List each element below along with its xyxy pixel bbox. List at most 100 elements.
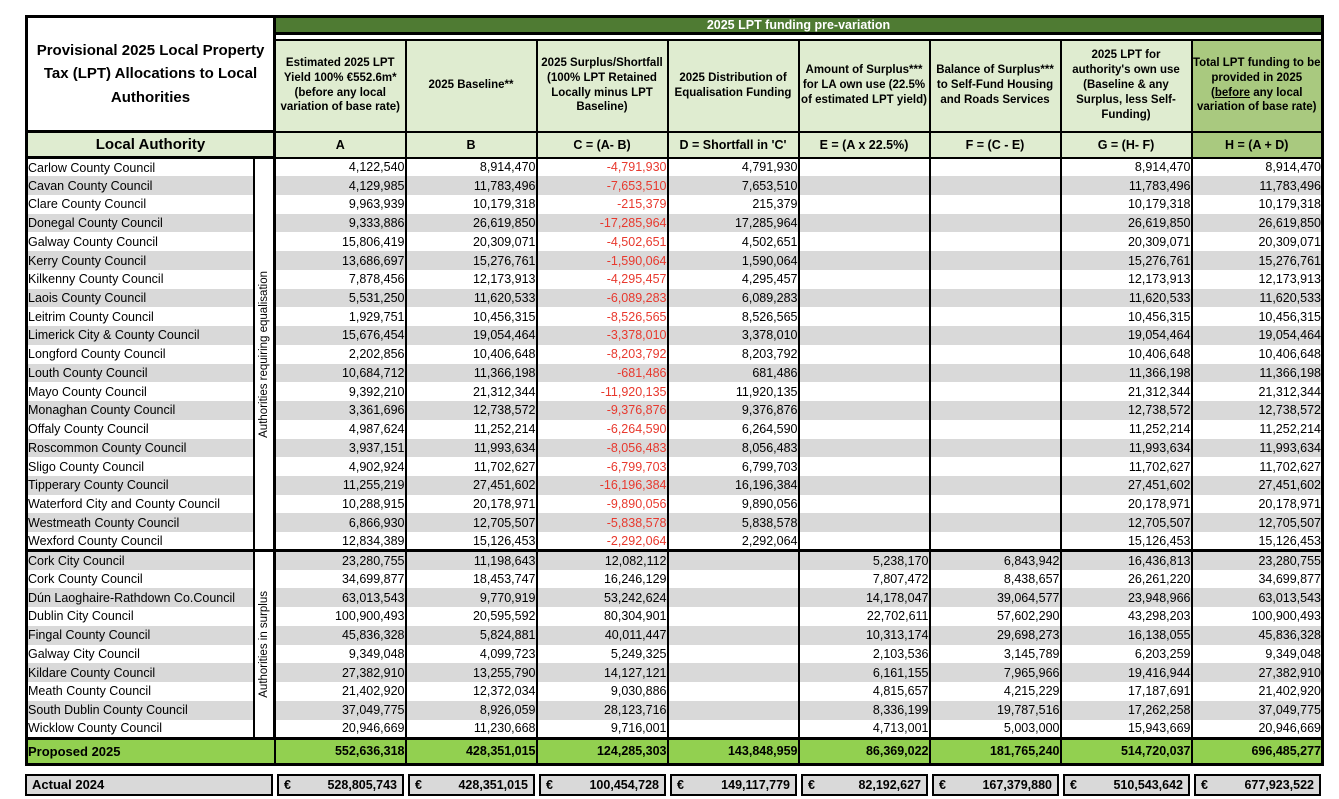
proposed-value-D: 143,848,959 [666,736,800,766]
value-cell-H: 9,349,048 [1190,644,1324,664]
value-cell-H: 12,738,572 [1190,401,1324,420]
value-cell-B: 27,451,602 [404,475,538,495]
value-cell-E [797,157,931,177]
actual-2024-cell-E: €82,192,627 [801,773,928,796]
formula-row: Local Authority A B C = (A- B) D = Short… [25,130,1324,159]
value-cell-D: 7,653,510 [666,176,800,195]
authority-name-cell: Monaghan County Council [26,401,255,420]
value-cell-H: 20,178,971 [1190,494,1324,514]
actual-2024-label: Actual 2024 [25,773,273,796]
value-cell-F [928,457,1062,476]
value-cell-G: 10,179,318 [1059,194,1193,214]
formula-C: C = (A- B) [535,130,669,159]
value-cell-C: 28,123,716 [535,700,669,720]
table-row: Clare County Council 9,963,939 10,179,318-… [26,194,1324,214]
value-cell-F [928,251,1062,270]
value-cell-G: 11,620,533 [1059,288,1193,308]
value-cell-G: 6,203,259 [1059,644,1193,664]
formula-A: A [273,130,407,159]
authority-name-cell: Clare County Council [26,194,255,214]
value-cell-D: 11,920,135 [666,382,800,402]
value-cell-D: 2,292,064 [666,532,800,551]
value-cell-G: 23,948,966 [1059,588,1193,608]
value-cell-G: 11,783,496 [1059,176,1193,195]
value-cell-E [797,457,931,476]
value-cell-C: -1,590,064 [535,251,669,270]
value-cell-E: 10,313,174 [797,625,931,645]
value-cell-B: 11,702,627 [404,457,538,476]
value-cell-E: 8,336,199 [797,700,931,720]
value-cell-A: 23,280,755 [273,549,407,570]
value-cell-A: 5,531,250 [273,288,407,308]
value-cell-D: 5,838,578 [666,513,800,533]
authority-name-cell: Westmeath County Council [26,513,255,533]
authority-name-cell: Limerick City & County Council [26,326,255,345]
actual-2024-value: 428,351,015 [458,777,528,792]
table-row: Meath County Council 21,402,920 12,372,034… [26,682,1324,701]
table-row: Westmeath County Council 6,866,930 12,705,… [26,513,1324,533]
value-cell-B: 11,366,198 [404,363,538,383]
value-cell-D: 16,196,384 [666,475,800,495]
value-cell-G: 16,138,055 [1059,625,1193,645]
value-cell-G: 12,173,913 [1059,269,1193,289]
value-cell-C: -4,295,457 [535,269,669,289]
value-cell-B: 12,738,572 [404,401,538,420]
value-cell-H: 15,126,453 [1190,532,1324,551]
proposed-2025-label: Proposed 2025 [26,736,276,766]
euro-symbol: € [939,777,946,792]
value-cell-B: 10,406,648 [404,344,538,364]
value-cell-B: 8,914,470 [404,157,538,177]
value-cell-F [928,326,1062,345]
authority-name-cell: Galway City Council [26,644,255,664]
value-cell-D: 6,264,590 [666,419,800,439]
value-cell-E: 2,103,536 [797,644,931,664]
group-label-cell: Authorities requiring equalisation [252,157,276,551]
band-row: Provisional 2025 Local Property Tax (LPT… [25,15,1324,133]
value-cell-D [666,663,800,683]
value-cell-A: 15,676,454 [273,326,407,345]
value-cell-H: 63,013,543 [1190,588,1324,608]
value-cell-B: 10,179,318 [404,194,538,214]
value-cell-C: 9,030,886 [535,682,669,701]
value-cell-A: 10,288,915 [273,494,407,514]
authority-name-cell: Offaly County Council [26,419,255,439]
authority-name-cell: Cork County Council [26,569,255,589]
value-cell-G: 17,262,258 [1059,700,1193,720]
authority-name-cell: Carlow County Council [26,157,255,177]
value-cell-H: 19,054,464 [1190,326,1324,345]
actual-2024-value: 528,805,743 [327,777,397,792]
value-cell-D: 9,376,876 [666,401,800,420]
euro-symbol: € [546,777,553,792]
authority-name-cell: Donegal County Council [26,213,255,233]
col-header-H-post: any local variation of base rate) [1196,86,1317,114]
authority-name-cell: Tipperary County Council [26,475,255,495]
euro-symbol: € [284,777,291,792]
table-row: Tipperary County Council 11,255,219 27,451… [26,475,1324,495]
col-header-H-pre: Total LPT funding to be provided in 2025… [1192,56,1321,99]
value-cell-B: 11,783,496 [404,176,538,195]
authority-name-cell: Wicklow County Council [26,719,255,739]
value-cell-G: 15,126,453 [1059,532,1193,551]
value-cell-A: 100,900,493 [273,607,407,626]
value-cell-F [928,157,1062,177]
value-cell-E [797,176,931,195]
value-cell-D: 17,285,964 [666,213,800,233]
value-cell-D [666,549,800,570]
value-cell-H: 11,366,198 [1190,363,1324,383]
value-cell-H: 27,451,602 [1190,475,1324,495]
actual-2024-cell-H: €677,923,522 [1194,773,1321,796]
table-row: Dún Laoghaire-Rathdown Co.Council 63,013,… [26,588,1324,608]
value-cell-F: 7,965,966 [928,663,1062,683]
table-row: Cavan County Council 4,129,985 11,783,496-… [26,176,1324,195]
value-cell-G: 15,943,669 [1059,719,1193,739]
value-cell-H: 37,049,775 [1190,700,1324,720]
actual-2024-cell-D: €149,117,779 [670,773,797,796]
table-row: Monaghan County Council 3,361,696 12,738,5… [26,401,1324,420]
table-row: Waterford City and County Council 10,288,… [26,494,1324,514]
value-cell-A: 3,937,151 [273,438,407,458]
value-cell-F [928,438,1062,458]
value-cell-B: 21,312,344 [404,382,538,402]
value-cell-A: 9,963,939 [273,194,407,214]
value-cell-A: 3,361,696 [273,401,407,420]
value-cell-H: 20,309,071 [1190,232,1324,252]
